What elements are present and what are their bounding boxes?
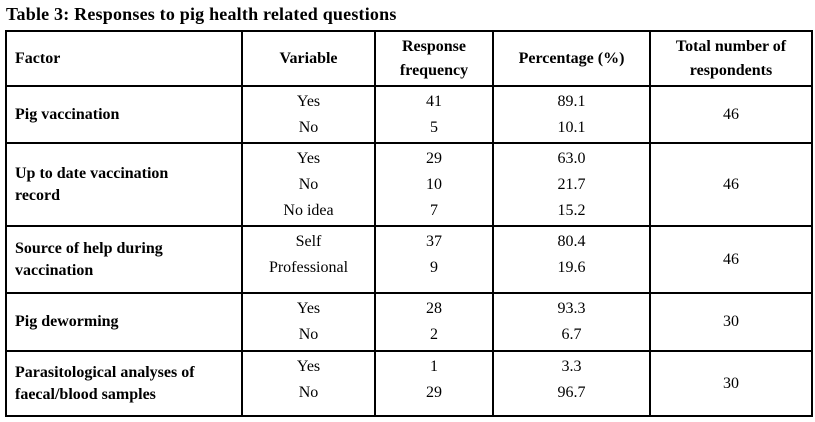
- frequency-line: 41: [426, 93, 442, 110]
- total-cell: 46: [649, 85, 813, 144]
- percentage-cell: 3.3 96.7: [492, 350, 651, 417]
- total-cell: 46: [649, 225, 813, 294]
- col-header-percentage: Percentage (%): [492, 30, 651, 87]
- variable-line: Professional: [268, 259, 349, 276]
- total-cell: 46: [649, 142, 813, 227]
- variable-cell: Self Professional: [241, 225, 376, 294]
- percentage-line: 3.3: [561, 358, 582, 375]
- variable-line: Yes: [296, 150, 321, 167]
- variable-line: No: [298, 119, 319, 136]
- percentage-line: 89.1: [557, 93, 586, 110]
- variable-line: No: [298, 326, 319, 343]
- factor-cell: Pig deworming: [5, 292, 243, 352]
- col-header-response-frequency: Response frequency: [374, 30, 494, 87]
- frequency-line: 9: [430, 259, 438, 276]
- percentage-line: 21.7: [557, 176, 586, 193]
- frequency-cell: 1 29: [374, 350, 494, 417]
- col-header-variable: Variable: [241, 30, 376, 87]
- col-header-total-respondents: Total number of respondents: [649, 30, 813, 87]
- percentage-cell: 89.1 10.1: [492, 85, 651, 144]
- col-header-factor: Factor: [5, 30, 243, 87]
- percentage-cell: 80.4 19.6: [492, 225, 651, 294]
- frequency-line: 7: [430, 202, 438, 219]
- frequency-line: 29: [426, 384, 442, 401]
- total-cell: 30: [649, 292, 813, 352]
- variable-cell: Yes No: [241, 85, 376, 144]
- frequency-cell: 28 2: [374, 292, 494, 352]
- percentage-line: 93.3: [557, 300, 586, 317]
- total-cell: 30: [649, 350, 813, 417]
- variable-line: No: [298, 176, 319, 193]
- variable-cell: Yes No: [241, 350, 376, 417]
- variable-cell: Yes No: [241, 292, 376, 352]
- frequency-line: 5: [430, 119, 438, 136]
- variable-line: Yes: [296, 93, 321, 110]
- frequency-line: 37: [426, 233, 442, 250]
- percentage-cell: 63.0 21.7 15.2: [492, 142, 651, 227]
- table-row: Pig deworming Yes No 28 2 93.3 6.7 30: [5, 292, 813, 352]
- percentage-line: 80.4: [557, 233, 586, 250]
- frequency-line: 10: [426, 176, 442, 193]
- frequency-line: 28: [426, 300, 442, 317]
- percentage-line: 10.1: [557, 119, 586, 136]
- factor-cell: Source of help during vaccination: [5, 225, 243, 294]
- frequency-cell: 37 9: [374, 225, 494, 294]
- percentage-line: 96.7: [557, 384, 586, 401]
- table-row: Source of help during vaccination Self P…: [5, 225, 813, 294]
- variable-line: Self: [295, 233, 322, 250]
- variable-line: No: [298, 384, 319, 401]
- percentage-cell: 93.3 6.7: [492, 292, 651, 352]
- factor-cell: Pig vaccination: [5, 85, 243, 144]
- percentage-line: 63.0: [557, 150, 586, 167]
- frequency-cell: 41 5: [374, 85, 494, 144]
- variable-line: No idea: [283, 202, 334, 219]
- variable-line: Yes: [296, 300, 321, 317]
- table-caption: Table 3: Responses to pig health related…: [6, 4, 397, 24]
- frequency-line: 2: [430, 326, 438, 343]
- frequency-line: 1: [430, 358, 438, 375]
- factor-cell: Up to date vaccination record: [5, 142, 243, 227]
- percentage-line: 19.6: [557, 259, 586, 276]
- header-row: Factor Variable Response frequency Perce…: [5, 30, 813, 87]
- pig-health-table: Factor Variable Response frequency Perce…: [5, 30, 813, 417]
- table-row: Up to date vaccination record Yes No No …: [5, 142, 813, 227]
- variable-cell: Yes No No idea: [241, 142, 376, 227]
- variable-line: Yes: [296, 358, 321, 375]
- table-row: Pig vaccination Yes No 41 5 89.1 10.1 46: [5, 85, 813, 144]
- factor-cell: Parasitological analyses of faecal/blood…: [5, 350, 243, 417]
- frequency-cell: 29 10 7: [374, 142, 494, 227]
- percentage-line: 15.2: [557, 202, 586, 219]
- table-row: Parasitological analyses of faecal/blood…: [5, 350, 813, 417]
- percentage-line: 6.7: [561, 326, 582, 343]
- frequency-line: 29: [426, 150, 442, 167]
